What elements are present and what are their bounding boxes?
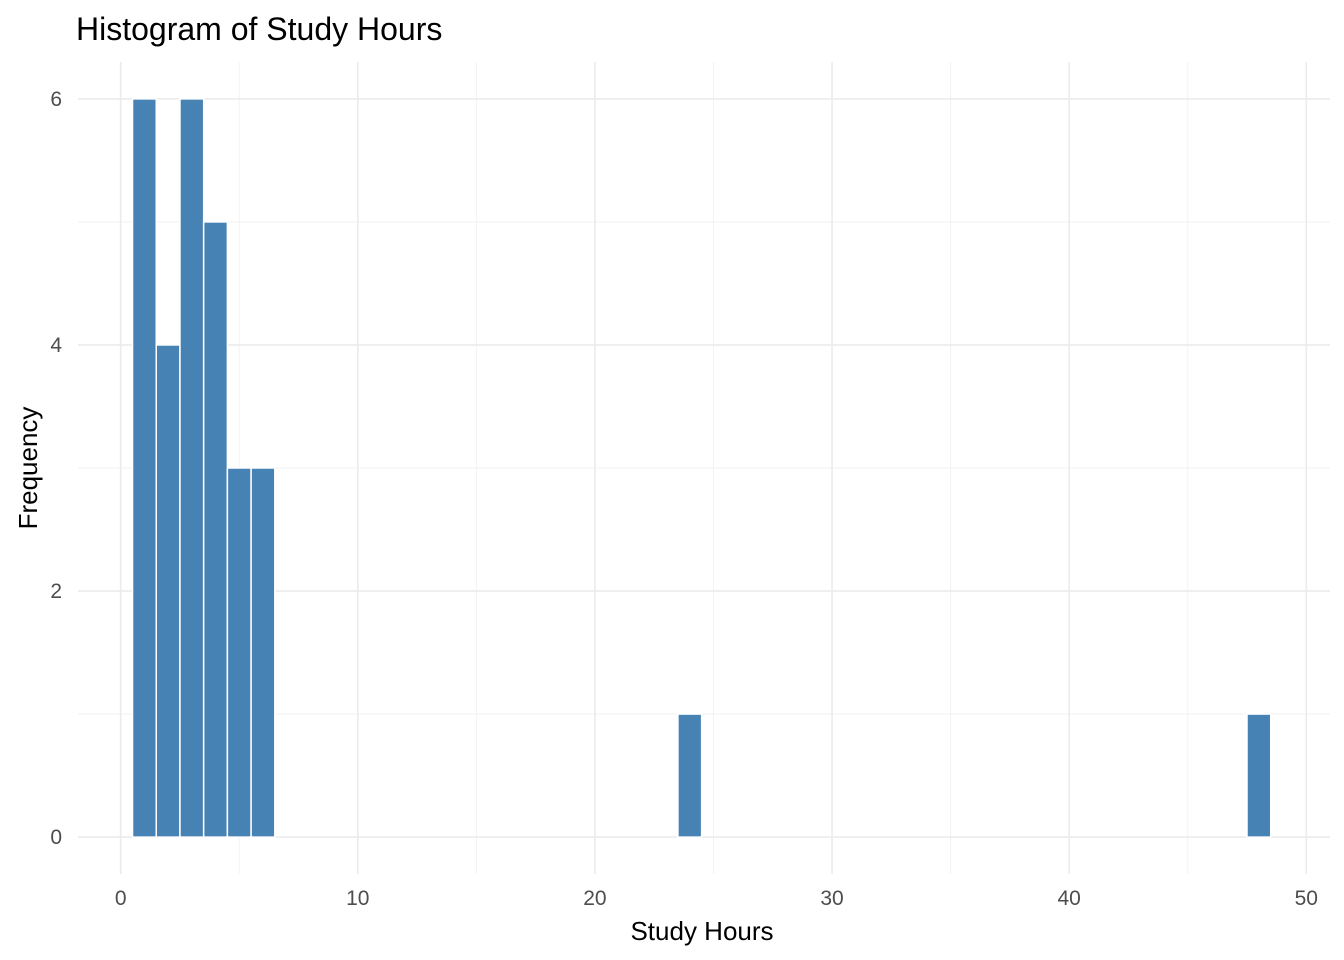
x-tick-label: 40 [1057, 887, 1080, 910]
histogram-bar [131, 98, 157, 838]
histogram-bar [179, 98, 205, 838]
histogram-bar [202, 221, 229, 838]
histogram-bar [1246, 713, 1272, 838]
chart-title: Histogram of Study Hours [76, 11, 442, 47]
tick-labels: 0 10 20 30 40 50 0 2 4 6 [50, 88, 1318, 910]
histogram-bar [226, 467, 252, 838]
histogram-bar [250, 467, 276, 838]
histogram-bar [155, 344, 181, 838]
x-tick-label: 20 [583, 887, 606, 910]
y-tick-label: 6 [50, 88, 62, 111]
grid-lines [78, 62, 1330, 874]
x-tick-label: 10 [346, 887, 369, 910]
x-tick-label: 50 [1295, 887, 1318, 910]
x-tick-label: 0 [115, 887, 127, 910]
x-tick-label: 30 [820, 887, 843, 910]
x-axis-title: Study Hours [630, 916, 773, 946]
y-axis-title: Frequency [13, 407, 43, 530]
bars [131, 98, 1272, 838]
y-tick-label: 4 [50, 334, 62, 357]
y-tick-label: 2 [50, 580, 62, 603]
y-tick-label: 0 [50, 826, 62, 849]
histogram-bar [677, 713, 703, 838]
